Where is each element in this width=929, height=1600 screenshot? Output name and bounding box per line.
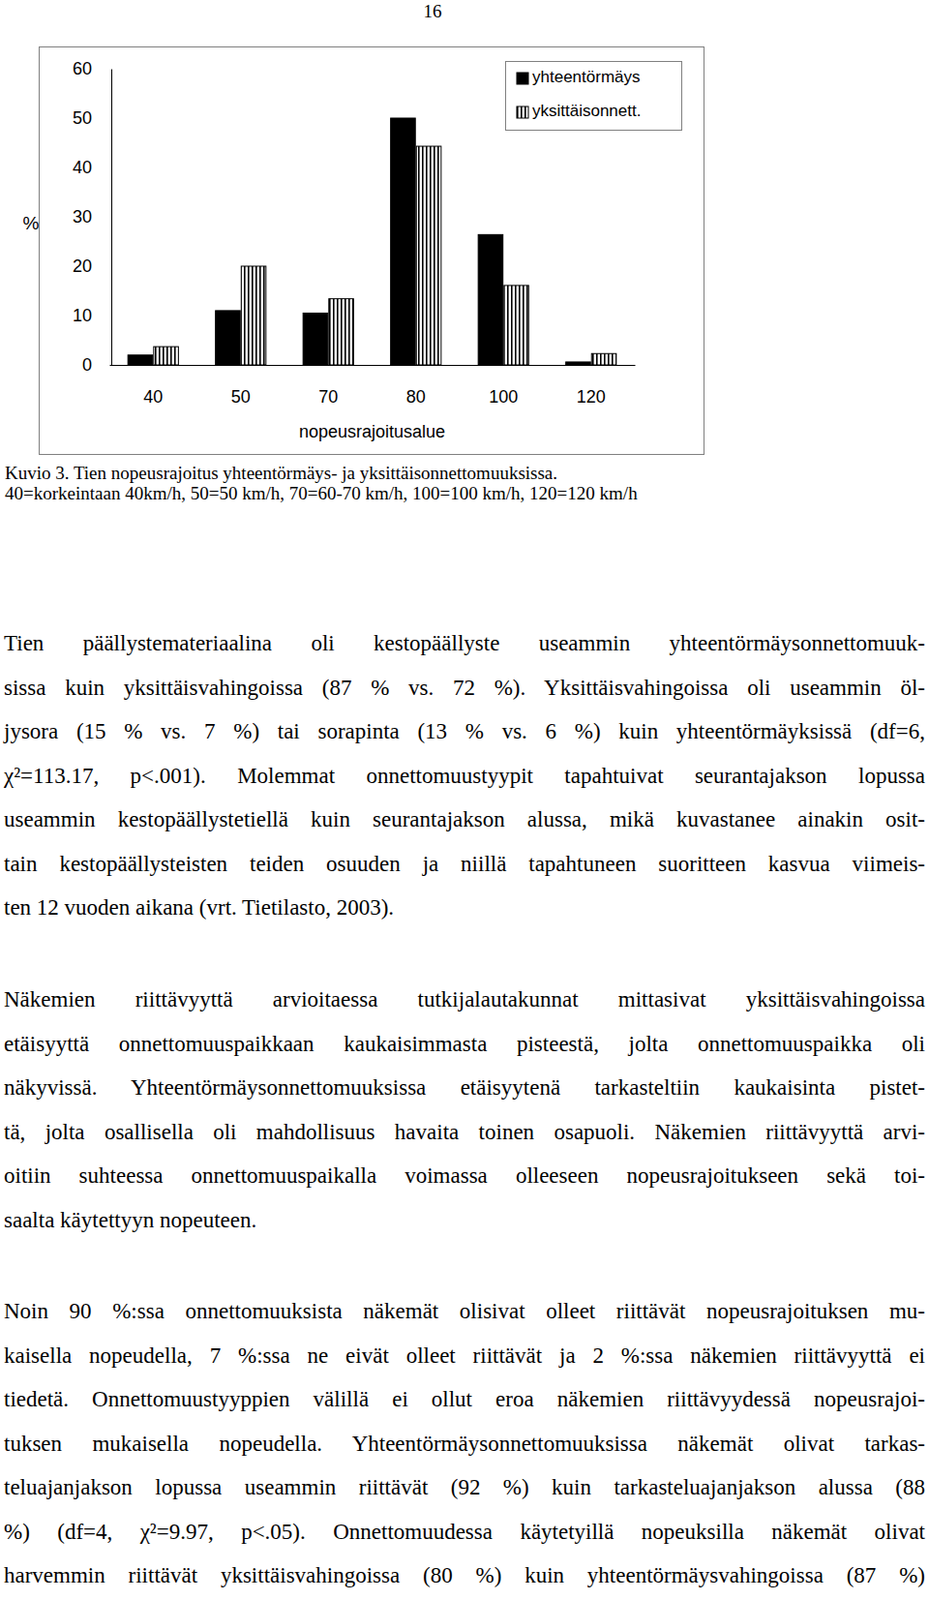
y-axis-title: % [23, 212, 40, 234]
text-line: tä, jolta osallisella oli mahdollisuus h… [3, 1116, 926, 1148]
x-tick-label: 80 [406, 387, 426, 407]
y-tick: 20 [72, 256, 112, 276]
bar [478, 234, 504, 365]
text-line: Noin 90 %:ssa onnettomuuksista näkemät o… [3, 1295, 926, 1327]
legend: yhteentörmäys yksittäisonnett. [506, 61, 683, 131]
legend-label: yksittäisonnett. [532, 101, 641, 120]
bar-series [153, 146, 617, 365]
x-tick-label: 100 [488, 387, 518, 407]
y-tick-label: 50 [72, 108, 92, 128]
y-axis: 0 10 20 30 40 50 60 [72, 59, 113, 375]
bar [416, 146, 442, 365]
text-line: useammin kestopäällystetiellä kuin seura… [3, 804, 926, 836]
text-line: jysora (15 % vs. 7 %) tai sorapinta (13 … [3, 716, 926, 748]
caption-line: 40=korkeintaan 40km/h, 50=50 km/h, 70=60… [4, 481, 638, 506]
y-tick: 40 [72, 157, 112, 178]
y-tick: 0 [82, 355, 112, 375]
text-line: näkyvissä. Yhteentörmäysonnettomuuksissa… [3, 1072, 926, 1104]
text-line: teluajanjakson lopussa useammin riittävä… [3, 1471, 926, 1503]
y-tick: 30 [72, 207, 112, 227]
text-line: tain kestopäällysteisten teiden osuuden … [3, 848, 926, 880]
text-line: oitiin suhteessa onnettomuuspaikalla voi… [3, 1160, 926, 1192]
legend-label: yhteentörmäys [532, 67, 641, 87]
text-line: tuksen mukaisella nopeudella. Yhteentörm… [3, 1428, 926, 1460]
x-axis-title: nopeusrajoitusalue [299, 421, 446, 442]
text-line: tiedetä. Onnettomuustyyppien välillä ei … [3, 1383, 926, 1415]
x-tick: 100 [488, 364, 518, 407]
legend-box [506, 61, 683, 131]
text-line: kaisella nopeudella, 7 %:ssa ne eivät ol… [3, 1340, 926, 1372]
x-tick-label: 50 [231, 387, 251, 407]
text-line: sissa kuin yksittäisvahingoissa (87 % vs… [3, 672, 926, 704]
text-line: χ²=113.17, p<.001). Molemmat onnettomuus… [3, 760, 926, 792]
y-tick-label: 40 [72, 157, 92, 178]
page-number: 16 [387, 0, 479, 24]
chart: 0 10 20 30 40 50 60 40 50 70 80 100 120% nopeusrajoit… [0, 0, 929, 465]
y-axis-line [111, 69, 113, 366]
y-tick-label: 20 [72, 256, 92, 276]
caption-line: Kuvio 3. Tien nopeusrajoitus yhteentörmä… [4, 461, 558, 485]
y-tick-label: 60 [72, 59, 92, 79]
bar [329, 299, 355, 365]
text-line: Näkemien riittävyyttä arvioitaessa tutki… [3, 984, 926, 1016]
x-tick: 70 [318, 364, 338, 407]
legend-swatch [516, 72, 529, 85]
x-tick: 120 [576, 364, 606, 407]
bar [504, 285, 530, 365]
x-tick: 50 [231, 364, 251, 407]
y-tick-label: 10 [72, 305, 92, 326]
x-tick-label: 40 [143, 387, 163, 407]
y-tick-label: 30 [72, 207, 92, 227]
x-tick: 40 [143, 364, 163, 407]
legend-swatch [516, 106, 529, 119]
bar [153, 346, 180, 365]
y-tick: 50 [72, 108, 112, 128]
y-tick: 10 [72, 305, 112, 326]
y-tick: 60 [72, 59, 112, 79]
text-line: saalta käytettyyn nopeuteen. [3, 1204, 926, 1236]
text-line: ten 12 vuoden aikana (vrt. Tietilasto, 2… [3, 892, 926, 924]
bar [240, 266, 267, 365]
text-line: %) (df=4, χ²=9.97, p<.05). Onnettomuudes… [3, 1516, 926, 1548]
bars [127, 118, 617, 365]
y-tick-label: 0 [82, 355, 92, 375]
x-axis: 40 50 70 80 100 120 [110, 364, 636, 407]
x-axis-line [110, 364, 636, 366]
x-tick-label: 70 [318, 387, 338, 407]
bar [302, 312, 329, 365]
text-line: Tien päällystemateriaalina oli kestopääl… [3, 628, 926, 660]
text-line: etäisyyttä onnettomuuspaikkaan kaukaisim… [3, 1028, 926, 1060]
bar [566, 361, 592, 365]
chart-frame [39, 47, 705, 455]
x-tick-label: 120 [576, 387, 606, 407]
bar [591, 353, 617, 365]
bar [215, 310, 241, 365]
x-tick: 80 [406, 364, 426, 407]
bar [390, 118, 417, 365]
text-line: harvemmin riittävät yksittäisvahingoissa… [3, 1559, 926, 1591]
bar-series [127, 118, 591, 365]
bar [127, 355, 153, 365]
